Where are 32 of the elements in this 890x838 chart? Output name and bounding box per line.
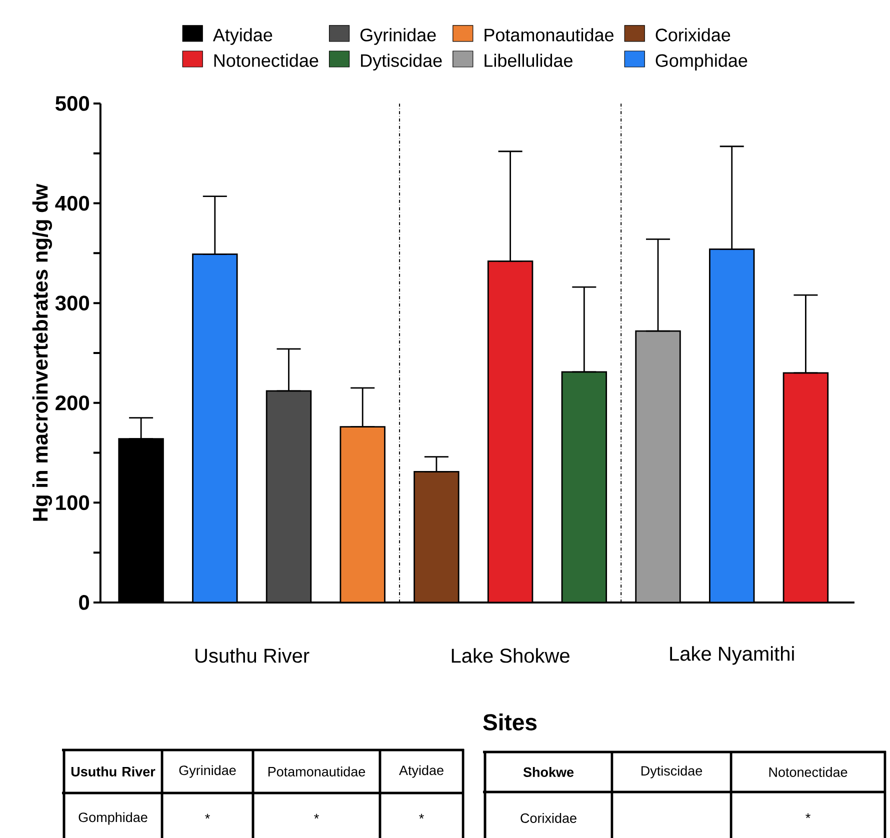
text: Lake Shokwe <box>452 648 570 663</box>
text: Shokwe <box>523 767 574 777</box>
y-tick-label: 200 <box>56 395 90 410</box>
y-tick-label: 300 <box>55 296 90 311</box>
legend-label: Libellulidae <box>484 54 572 67</box>
text: * <box>314 814 319 819</box>
text: Notonectidae <box>769 767 848 777</box>
text: Usuthu River <box>196 648 310 663</box>
text: Gyrinidae <box>179 765 236 778</box>
legend-label: Gomphidae <box>656 54 748 71</box>
text: Gomphidae <box>78 812 148 825</box>
text: Atyidae <box>399 765 444 778</box>
text: Corixidae <box>520 813 576 823</box>
text: Lake Nyamithi <box>670 646 794 665</box>
y-tick-label: 400 <box>55 196 90 211</box>
text: Usuthu River <box>71 766 156 776</box>
y-tick-label: 500 <box>56 96 90 111</box>
text: * <box>205 814 210 819</box>
legend-label: Gyrinidae <box>360 28 436 45</box>
text: * <box>419 814 424 819</box>
legend-label: Corixidae <box>656 28 730 42</box>
y-tick-label: 100 <box>56 495 90 510</box>
legend-label: Potamonautidae <box>484 28 614 42</box>
text: * <box>806 813 810 818</box>
legend-label: Dytiscidae <box>361 54 442 71</box>
text: Potamonautidae <box>268 766 366 776</box>
legend-label: Atyidae <box>212 28 272 45</box>
y-axis-title: Hg in macroinvertebrates ng/g dw <box>32 184 52 521</box>
x-axis-title: Sites <box>483 714 537 730</box>
legend-label: Notonectidae <box>214 54 318 67</box>
y-tick-label: 0 <box>79 595 90 610</box>
text: Dytiscidae <box>641 766 702 778</box>
